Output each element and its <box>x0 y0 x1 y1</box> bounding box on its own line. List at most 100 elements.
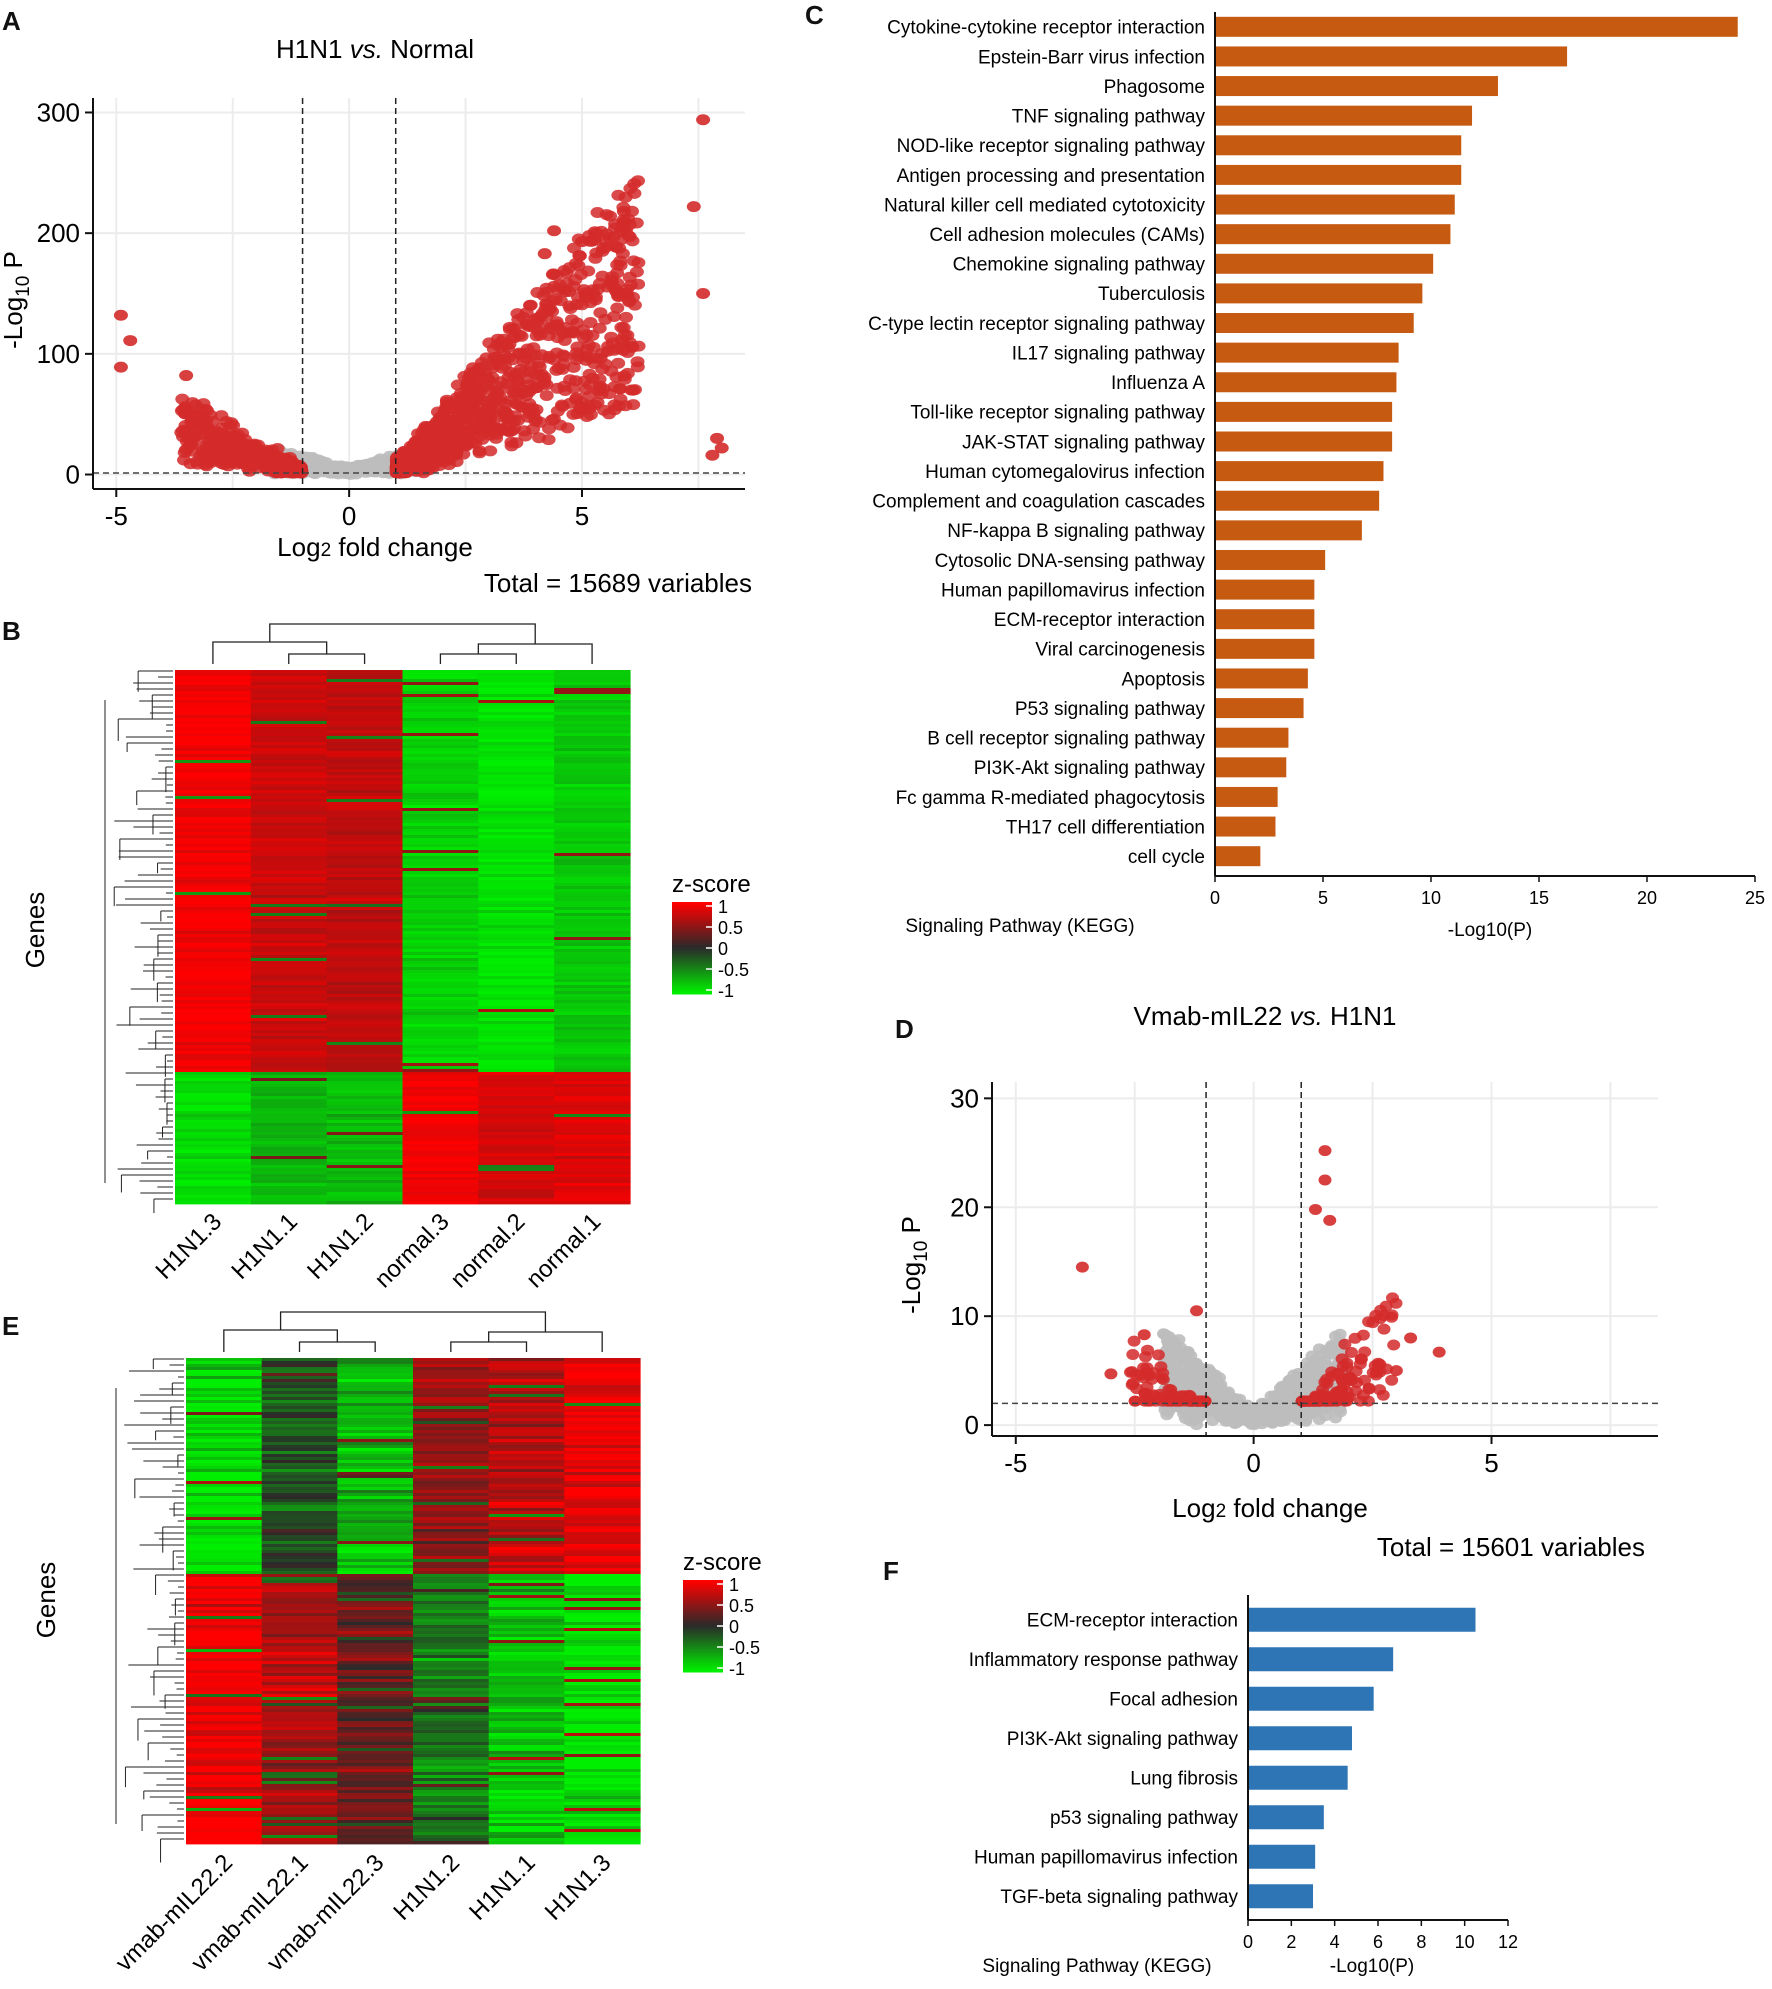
heat-cell <box>564 1691 641 1695</box>
heat-cell <box>478 994 555 998</box>
heat-cell <box>186 1409 263 1413</box>
heat-cell <box>478 1144 555 1148</box>
x-tick-label: 0 <box>342 501 356 531</box>
heat-cell <box>478 1009 555 1013</box>
heat-cell <box>478 1180 555 1184</box>
heat-cell <box>402 973 479 977</box>
heat-cell <box>488 1409 565 1413</box>
heat-cell <box>261 1706 338 1710</box>
heat-cell <box>186 1442 263 1446</box>
heat-cell <box>250 1090 328 1094</box>
heat-cell <box>261 1733 338 1737</box>
category-label: NF-kappa B signaling pathway <box>947 521 1205 542</box>
heat-cell <box>175 1174 252 1178</box>
significant-point <box>616 214 631 226</box>
significant-point <box>519 390 533 402</box>
heat-cell <box>337 1364 414 1368</box>
heat-cell <box>564 1625 641 1629</box>
heat-cell <box>186 1556 263 1560</box>
heat-cell <box>186 1724 263 1728</box>
heat-cell <box>261 1583 338 1587</box>
heat-cell <box>326 1198 404 1202</box>
heat-cell <box>250 817 328 821</box>
heat-cell <box>402 799 479 803</box>
heat-cell <box>478 703 555 707</box>
category-label: Fc gamma R-mediated phagocytosis <box>896 788 1205 809</box>
heat-cell <box>326 727 404 731</box>
heat-cell <box>554 1132 631 1136</box>
heat-cell <box>261 1730 338 1734</box>
heat-cell <box>564 1565 641 1569</box>
heat-cell <box>402 1003 479 1007</box>
significant-point <box>469 407 484 419</box>
panel-letter-a: A <box>2 6 21 36</box>
panel-letter-b: B <box>2 616 21 646</box>
heat-cell <box>402 1159 479 1163</box>
heat-cell <box>413 1652 490 1656</box>
heat-cell <box>175 1153 252 1157</box>
heat-cell <box>250 835 328 839</box>
legend-swatch <box>672 931 712 935</box>
heat-cell <box>478 1072 555 1076</box>
nonsignificant-point <box>1277 1405 1291 1417</box>
significant-point <box>1349 1365 1363 1377</box>
heat-cell <box>402 679 479 683</box>
heat-cell <box>478 895 555 899</box>
heat-cell <box>554 1195 631 1199</box>
heat-cell <box>175 823 252 827</box>
heat-cell <box>478 1201 555 1205</box>
heat-cell <box>413 1706 490 1710</box>
heat-cell <box>554 1048 631 1052</box>
bar <box>1215 342 1399 363</box>
heat-cell <box>554 847 631 851</box>
heat-cell <box>326 1183 404 1187</box>
heat-cell <box>402 898 479 902</box>
heat-cell <box>175 1192 252 1196</box>
heat-cell <box>186 1574 263 1578</box>
heat-cell <box>554 1186 631 1190</box>
heat-cell <box>554 1006 631 1010</box>
significant-point <box>592 373 607 385</box>
heat-cell <box>175 1159 252 1163</box>
heat-cell <box>175 1180 252 1184</box>
heat-cell <box>402 829 479 833</box>
heat-cell <box>326 781 404 785</box>
significant-point <box>1126 1349 1140 1360</box>
significant-point <box>590 207 605 218</box>
significant-point <box>620 329 635 341</box>
heat-cell <box>478 901 555 905</box>
heat-cell <box>478 676 555 680</box>
heat-cell <box>478 1033 555 1037</box>
heat-cell <box>413 1712 490 1716</box>
heat-cell <box>488 1646 565 1650</box>
heat-cell <box>337 1709 414 1713</box>
heat-cell <box>488 1361 565 1365</box>
heat-cell <box>402 781 479 785</box>
heat-cell <box>488 1604 565 1608</box>
outlier-point <box>1323 1214 1337 1226</box>
heat-cell <box>250 1108 328 1112</box>
heat-cell <box>326 958 404 962</box>
heat-cell <box>554 700 631 704</box>
heat-cell <box>488 1661 565 1665</box>
significant-point <box>588 294 603 306</box>
heat-cell <box>478 817 555 821</box>
heat-cell <box>175 928 252 932</box>
heat-cell <box>175 1147 252 1151</box>
heat-cell <box>250 679 328 683</box>
heat-cell <box>261 1436 338 1440</box>
heat-cell <box>261 1376 338 1380</box>
heat-cell <box>186 1619 263 1623</box>
heat-cell <box>326 940 404 944</box>
heat-cell <box>564 1514 641 1518</box>
significant-point <box>394 458 409 469</box>
heat-cell <box>402 1183 479 1187</box>
heat-cell <box>413 1592 490 1596</box>
heat-cell <box>413 1727 490 1731</box>
heat-cell <box>478 772 555 776</box>
significant-point <box>629 217 644 229</box>
heat-cell <box>186 1559 263 1563</box>
heat-cell <box>250 826 328 830</box>
heat-cell <box>413 1736 490 1740</box>
heat-cell <box>402 709 479 713</box>
